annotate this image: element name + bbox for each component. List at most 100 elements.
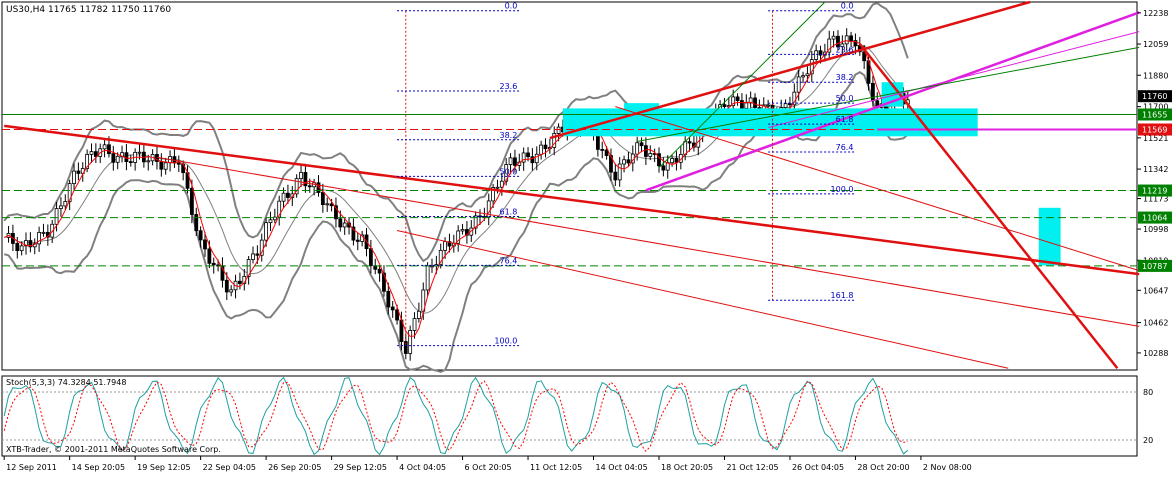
price-tag — [1138, 108, 1172, 121]
candle-body — [731, 96, 736, 107]
candle-body — [617, 163, 622, 181]
candle-body — [447, 241, 452, 247]
green-trendline-steep — [658, 1, 826, 169]
price-tag — [1138, 90, 1172, 103]
candle-body — [259, 239, 264, 256]
stoch-frame — [1, 375, 1138, 457]
x-tick-label: 6 Oct 20:05 — [465, 463, 512, 472]
stoch-level-label: 20 — [1143, 436, 1153, 445]
fib-left-label: 76.4 — [499, 256, 517, 265]
y-tick-label: 10647 — [1143, 286, 1168, 295]
candle-body — [635, 142, 640, 155]
y-tick-label: 11521 — [1143, 134, 1168, 143]
price-tag-label: 11569 — [1142, 125, 1167, 134]
candle-body — [334, 205, 338, 220]
candle-body — [552, 133, 557, 148]
candle-body — [827, 38, 832, 53]
candle-body — [495, 186, 500, 189]
candle-body — [272, 216, 277, 221]
candle-body — [59, 205, 63, 209]
candle-body — [408, 330, 413, 354]
y-tick-label: 10998 — [1143, 225, 1168, 234]
x-tick-label: 22 Sep 04:05 — [203, 463, 256, 472]
candle-body — [412, 318, 417, 331]
candle-body — [403, 341, 408, 354]
stoch-signal-line — [3, 380, 908, 452]
candle-body — [63, 201, 68, 207]
candle-body — [124, 152, 129, 163]
y-tick-label: 11700 — [1143, 103, 1168, 112]
candle-body — [128, 161, 133, 164]
x-tick-label: 19 Sep 12:05 — [137, 463, 190, 472]
copyright-text: XTB-Trader, © 2001-2011 MetaQuotes Softw… — [6, 445, 221, 454]
candle-body — [416, 310, 421, 319]
candle-body — [15, 243, 20, 252]
candle-body — [486, 200, 491, 218]
candle-body — [613, 171, 618, 181]
candle-body — [89, 151, 94, 155]
candle-body — [146, 160, 151, 163]
moving-average-line — [3, 40, 908, 337]
candle-body — [604, 149, 609, 156]
candle-body — [159, 161, 164, 170]
candle-body — [299, 172, 303, 180]
x-tick-label: 28 Oct 20:00 — [857, 463, 909, 472]
y-tick-label: 10462 — [1143, 319, 1168, 328]
candle-body — [508, 157, 513, 165]
candle-body — [809, 59, 814, 75]
fib-right-label: 38.2 — [836, 73, 854, 82]
candle-body — [766, 104, 771, 107]
candle-body — [76, 170, 81, 174]
candle-body — [683, 141, 688, 155]
red-trendline — [4, 124, 1140, 276]
x-tick-label: 14 Sep 20:05 — [72, 463, 125, 472]
candle-body — [224, 279, 229, 293]
candle-body — [264, 222, 269, 241]
stoch-level-label: 80 — [1143, 388, 1153, 397]
x-tick-label: 14 Oct 04:05 — [596, 463, 648, 472]
candle-body — [521, 152, 526, 163]
price-tag-label: 10787 — [1142, 262, 1167, 271]
candle-body — [137, 151, 142, 154]
candle-body — [28, 240, 33, 248]
bollinger-middle-line — [3, 44, 909, 314]
candle-body — [639, 142, 644, 147]
x-tick-label: 26 Oct 04:05 — [792, 463, 844, 472]
price-tag-label: 11760 — [1142, 92, 1167, 101]
candle-body — [251, 253, 255, 260]
candle-body — [368, 248, 373, 267]
candle-body — [609, 155, 613, 173]
candle-body — [19, 245, 24, 252]
y-tick-label: 11173 — [1143, 195, 1168, 204]
fib-right-label: 0.0 — [841, 2, 854, 11]
price-tag-label: 11219 — [1142, 187, 1167, 196]
fib-right-label: 61.8 — [836, 115, 854, 124]
fib-left-label: 38.2 — [499, 131, 517, 140]
candle-body — [246, 259, 251, 277]
candle-body — [543, 144, 548, 150]
candle-body — [307, 185, 312, 188]
candle-body — [342, 222, 347, 228]
candle-body — [102, 144, 107, 150]
candle-body — [395, 309, 399, 321]
candle-body — [382, 272, 386, 292]
candle-body — [37, 231, 42, 245]
fib-right-label: 23.6 — [836, 45, 854, 54]
candle-body — [648, 153, 653, 157]
candle-body — [870, 82, 875, 102]
y-tick-label: 11880 — [1143, 71, 1168, 80]
candle-body — [351, 226, 356, 241]
candle-body — [430, 265, 434, 268]
candle-body — [198, 230, 203, 241]
candle-body — [456, 230, 461, 244]
candle-body — [229, 289, 234, 293]
candle-body — [386, 290, 391, 308]
candle-body — [286, 192, 290, 198]
candle-body — [207, 248, 212, 264]
candle-body — [163, 162, 168, 170]
stochastic-label: Stoch(5,3,3) 74.3284 51.7948 — [6, 378, 126, 387]
candle-body — [661, 165, 666, 171]
candle-body — [473, 215, 478, 229]
candle-body — [670, 158, 674, 164]
